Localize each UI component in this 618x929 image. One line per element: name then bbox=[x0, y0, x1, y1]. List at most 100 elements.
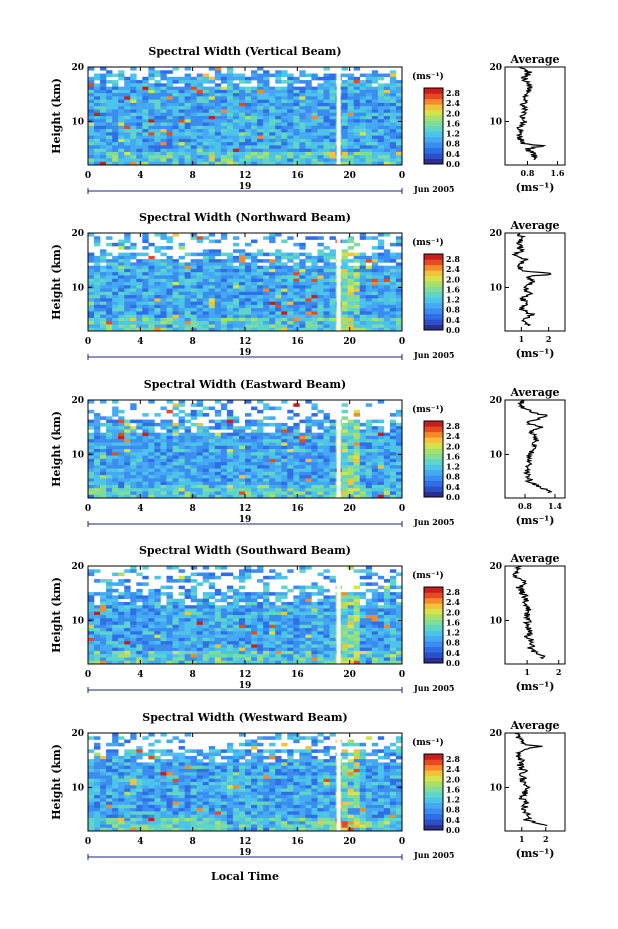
heatmap-cell bbox=[94, 608, 101, 613]
heatmap-cell bbox=[190, 233, 197, 237]
heatmap-cell bbox=[299, 96, 306, 100]
heatmap-cell bbox=[263, 89, 270, 94]
heatmap-cell bbox=[389, 119, 397, 123]
heatmap-cell bbox=[136, 288, 143, 293]
heatmap-cell bbox=[281, 481, 288, 486]
heatmap-cell bbox=[323, 76, 330, 81]
heatmap-cell bbox=[226, 99, 234, 104]
heatmap-cell bbox=[305, 478, 312, 482]
colorbar-tick-label: 1.6 bbox=[446, 451, 460, 461]
heatmap-cell bbox=[106, 125, 113, 130]
heatmap-cell bbox=[166, 151, 173, 156]
heatmap-cell bbox=[245, 624, 252, 629]
heatmap-cell bbox=[371, 285, 379, 289]
heatmap-cell bbox=[305, 288, 312, 293]
heatmap-cell bbox=[389, 458, 397, 463]
heatmap-cell bbox=[226, 465, 234, 469]
heatmap-cell bbox=[160, 102, 167, 107]
heatmap-cell bbox=[389, 291, 397, 296]
heatmap-cell bbox=[238, 252, 246, 257]
heatmap-cell bbox=[136, 481, 143, 486]
heatmap-cell bbox=[311, 601, 318, 606]
heatmap-cell bbox=[257, 624, 264, 629]
heatmap-cell bbox=[160, 481, 167, 486]
heatmap-cell bbox=[389, 442, 397, 447]
heatmap-cell bbox=[353, 628, 361, 632]
heatmap-cell bbox=[299, 145, 306, 149]
heatmap-cell bbox=[118, 288, 125, 293]
heatmap-cell bbox=[178, 132, 185, 136]
heatmap-cell bbox=[214, 400, 222, 404]
heatmap-cell bbox=[377, 432, 385, 437]
heatmap-cell bbox=[202, 93, 210, 97]
heatmap-cell bbox=[166, 86, 173, 91]
heatmap-cell bbox=[257, 631, 264, 635]
heatmap-cell bbox=[196, 265, 204, 270]
heatmap-cell bbox=[178, 481, 185, 486]
heatmap-cell bbox=[371, 89, 379, 94]
heatmap-cell bbox=[190, 295, 197, 299]
heatmap-cell bbox=[88, 409, 95, 414]
heatmap-cell bbox=[251, 262, 258, 266]
heatmap-cell bbox=[124, 142, 131, 146]
heatmap-cell bbox=[383, 158, 391, 163]
heatmap-cell bbox=[287, 86, 294, 91]
heatmap-cell bbox=[208, 93, 216, 97]
heatmap-cell bbox=[281, 324, 288, 329]
heatmap-cell bbox=[202, 605, 210, 609]
heatmap-cell bbox=[118, 295, 125, 299]
heatmap-cell bbox=[214, 93, 222, 97]
heatmap-cell bbox=[226, 631, 234, 635]
heatmap-cell bbox=[329, 89, 336, 94]
heatmap-cell bbox=[214, 321, 222, 325]
heatmap-cell bbox=[214, 491, 222, 496]
colorbar-frame bbox=[423, 420, 444, 498]
heatmap-cell bbox=[263, 442, 270, 447]
heatmap-cell bbox=[94, 494, 101, 499]
heatmap-cell bbox=[281, 605, 288, 609]
heatmap-cell bbox=[305, 83, 312, 87]
heatmap-cell bbox=[365, 403, 373, 407]
heatmap-cell bbox=[311, 268, 318, 273]
heatmap-cell bbox=[190, 272, 197, 276]
heatmap-cell bbox=[190, 445, 197, 450]
heatmap-cell bbox=[214, 96, 222, 100]
heatmap-cell bbox=[323, 129, 330, 133]
heatmap-cell bbox=[341, 285, 348, 289]
heatmap-cell bbox=[311, 236, 318, 240]
heatmap-cell bbox=[226, 481, 234, 486]
heatmap-cell bbox=[178, 122, 185, 127]
heatmap-cell bbox=[208, 592, 216, 596]
heatmap-cell bbox=[202, 73, 210, 78]
heatmap-cell bbox=[263, 119, 270, 123]
heatmap-cell bbox=[160, 468, 167, 473]
heatmap-cell bbox=[130, 96, 137, 100]
heatmap-cell bbox=[220, 138, 228, 143]
heatmap-cell bbox=[190, 125, 197, 130]
heatmap-cell bbox=[124, 86, 131, 91]
heatmap-cell bbox=[371, 468, 379, 473]
heatmap-cell bbox=[245, 102, 252, 107]
heatmap-cell bbox=[214, 161, 222, 166]
heatmap-cell bbox=[323, 588, 330, 593]
heatmap-cell bbox=[148, 628, 155, 632]
heatmap-cell bbox=[142, 132, 149, 136]
heatmap-cell bbox=[317, 475, 324, 479]
heatmap-cell bbox=[245, 621, 252, 626]
heatmap-cell bbox=[238, 624, 246, 629]
heatmap-cell bbox=[269, 465, 276, 469]
colorbar-swatch bbox=[424, 324, 443, 331]
heatmap-cell bbox=[214, 275, 222, 280]
heatmap-cell bbox=[311, 112, 318, 117]
heatmap-cell bbox=[317, 282, 324, 286]
heatmap-cell bbox=[172, 608, 179, 613]
heatmap-cell bbox=[389, 608, 397, 613]
heatmap-cell bbox=[251, 439, 258, 443]
heatmap-cell bbox=[353, 585, 361, 590]
heatmap-cell bbox=[311, 109, 318, 114]
heatmap-cell bbox=[341, 262, 348, 266]
heatmap-cell bbox=[257, 259, 264, 263]
heatmap-cell bbox=[238, 109, 246, 114]
heatmap-cell bbox=[142, 252, 149, 257]
heatmap-cell bbox=[359, 148, 367, 153]
